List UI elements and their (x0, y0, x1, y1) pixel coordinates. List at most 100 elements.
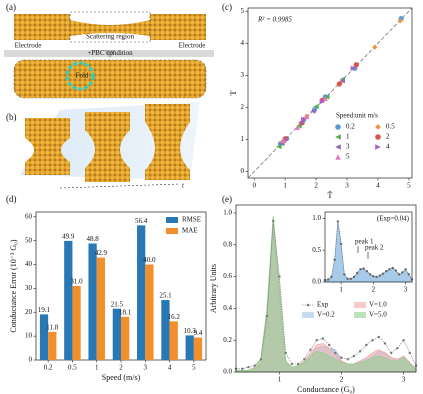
folded-junction (13, 59, 207, 99)
bar (88, 243, 97, 360)
fold-label: Fold (76, 72, 89, 80)
point (397, 273, 401, 276)
y-tick-label: 2 (241, 103, 245, 111)
y-tick-label: 0.0 (223, 368, 232, 376)
point (278, 275, 281, 278)
point (372, 275, 375, 278)
point (284, 351, 287, 355)
bar (72, 286, 81, 360)
x-tick-label: 2 (119, 364, 123, 372)
point (401, 271, 404, 274)
y-axis-label: T (229, 90, 238, 95)
y-tick-label: 0.2 (223, 336, 232, 344)
legend-label: Exp (317, 301, 329, 309)
point (343, 273, 346, 276)
y-tick-label: 60 (25, 212, 33, 220)
point (365, 269, 369, 273)
point (388, 268, 391, 271)
y-tick-label: 0 (241, 167, 245, 175)
y-tick-label: 50 (25, 236, 33, 244)
point (335, 144, 341, 150)
x-tick-label: 3 (404, 286, 408, 294)
bar (112, 308, 121, 360)
legend-swatch (306, 303, 310, 307)
y-tick-label: 0 (29, 356, 33, 364)
y-tick-label: 40 (25, 260, 33, 268)
x-tick-label: 1 (283, 182, 287, 190)
point (404, 268, 407, 271)
x-tick-label: 1 (278, 376, 282, 384)
point (319, 99, 325, 105)
value-label: 10.3 (184, 327, 197, 335)
bar (96, 257, 105, 360)
plot-frame (324, 211, 413, 283)
point (359, 268, 362, 271)
point (339, 242, 343, 246)
hourglass (25, 118, 70, 175)
panel-label: (d) (6, 194, 17, 204)
point (362, 267, 365, 270)
point (335, 154, 341, 160)
x-tick-label: 2 (372, 286, 376, 294)
point (322, 95, 328, 102)
panel-label: (c) (222, 2, 232, 12)
line (324, 221, 413, 281)
bar (161, 300, 170, 360)
value-label: 21.5 (111, 300, 124, 308)
bar (48, 331, 57, 360)
y-tick-label: 1 (241, 135, 245, 143)
point (368, 273, 372, 276)
x-tick-label: 0.5 (68, 364, 77, 372)
panel-label: (e) (222, 194, 232, 204)
x-tick-label: 4 (168, 364, 172, 372)
bar (145, 264, 154, 360)
bar (185, 335, 194, 360)
point (350, 65, 356, 71)
arrow (104, 50, 116, 58)
point (280, 137, 287, 144)
x-tick-label: 4 (376, 182, 380, 190)
legend-label: 1 (346, 133, 350, 141)
point (394, 269, 398, 272)
point (389, 351, 393, 355)
point (402, 338, 405, 342)
annotation: (Exp=0.04) (377, 215, 410, 223)
point (315, 338, 318, 342)
diagonal (247, 7, 413, 179)
point (309, 348, 312, 351)
point (375, 134, 381, 140)
x-tick-label: 5 (407, 182, 411, 190)
point (383, 342, 387, 345)
y-tick-label: 3 (241, 71, 245, 79)
region-box (69, 11, 151, 43)
plot-frame (247, 7, 413, 179)
value-label: 40.0 (143, 256, 156, 264)
point (313, 103, 319, 110)
point (358, 350, 362, 353)
point (377, 335, 380, 339)
point (259, 358, 263, 361)
legend-label: 5 (346, 153, 350, 161)
legend-label: 4 (386, 143, 390, 151)
panel-label: (a) (6, 2, 16, 12)
legend-label: V=0.2 (317, 311, 335, 319)
point (290, 362, 294, 366)
point (352, 354, 356, 358)
bar (193, 337, 203, 360)
x-axis-label: Conductance (G₀) (297, 385, 355, 394)
x-tick-label: 2 (314, 182, 318, 190)
point (310, 108, 316, 114)
x-tick-label: 0.2 (44, 364, 53, 372)
hourglass (85, 112, 130, 182)
point (340, 356, 343, 359)
x-tick-label: 1 (95, 364, 99, 372)
point (407, 273, 410, 276)
panel-b: (b) t (6, 102, 200, 190)
x-axis-label: T̂ (328, 189, 333, 200)
x-tick-label: 3 (402, 376, 406, 384)
point (296, 123, 302, 129)
point (276, 143, 282, 150)
legend-swatch (166, 217, 178, 223)
legend-label: 0.2 (346, 123, 355, 131)
point (301, 116, 307, 122)
